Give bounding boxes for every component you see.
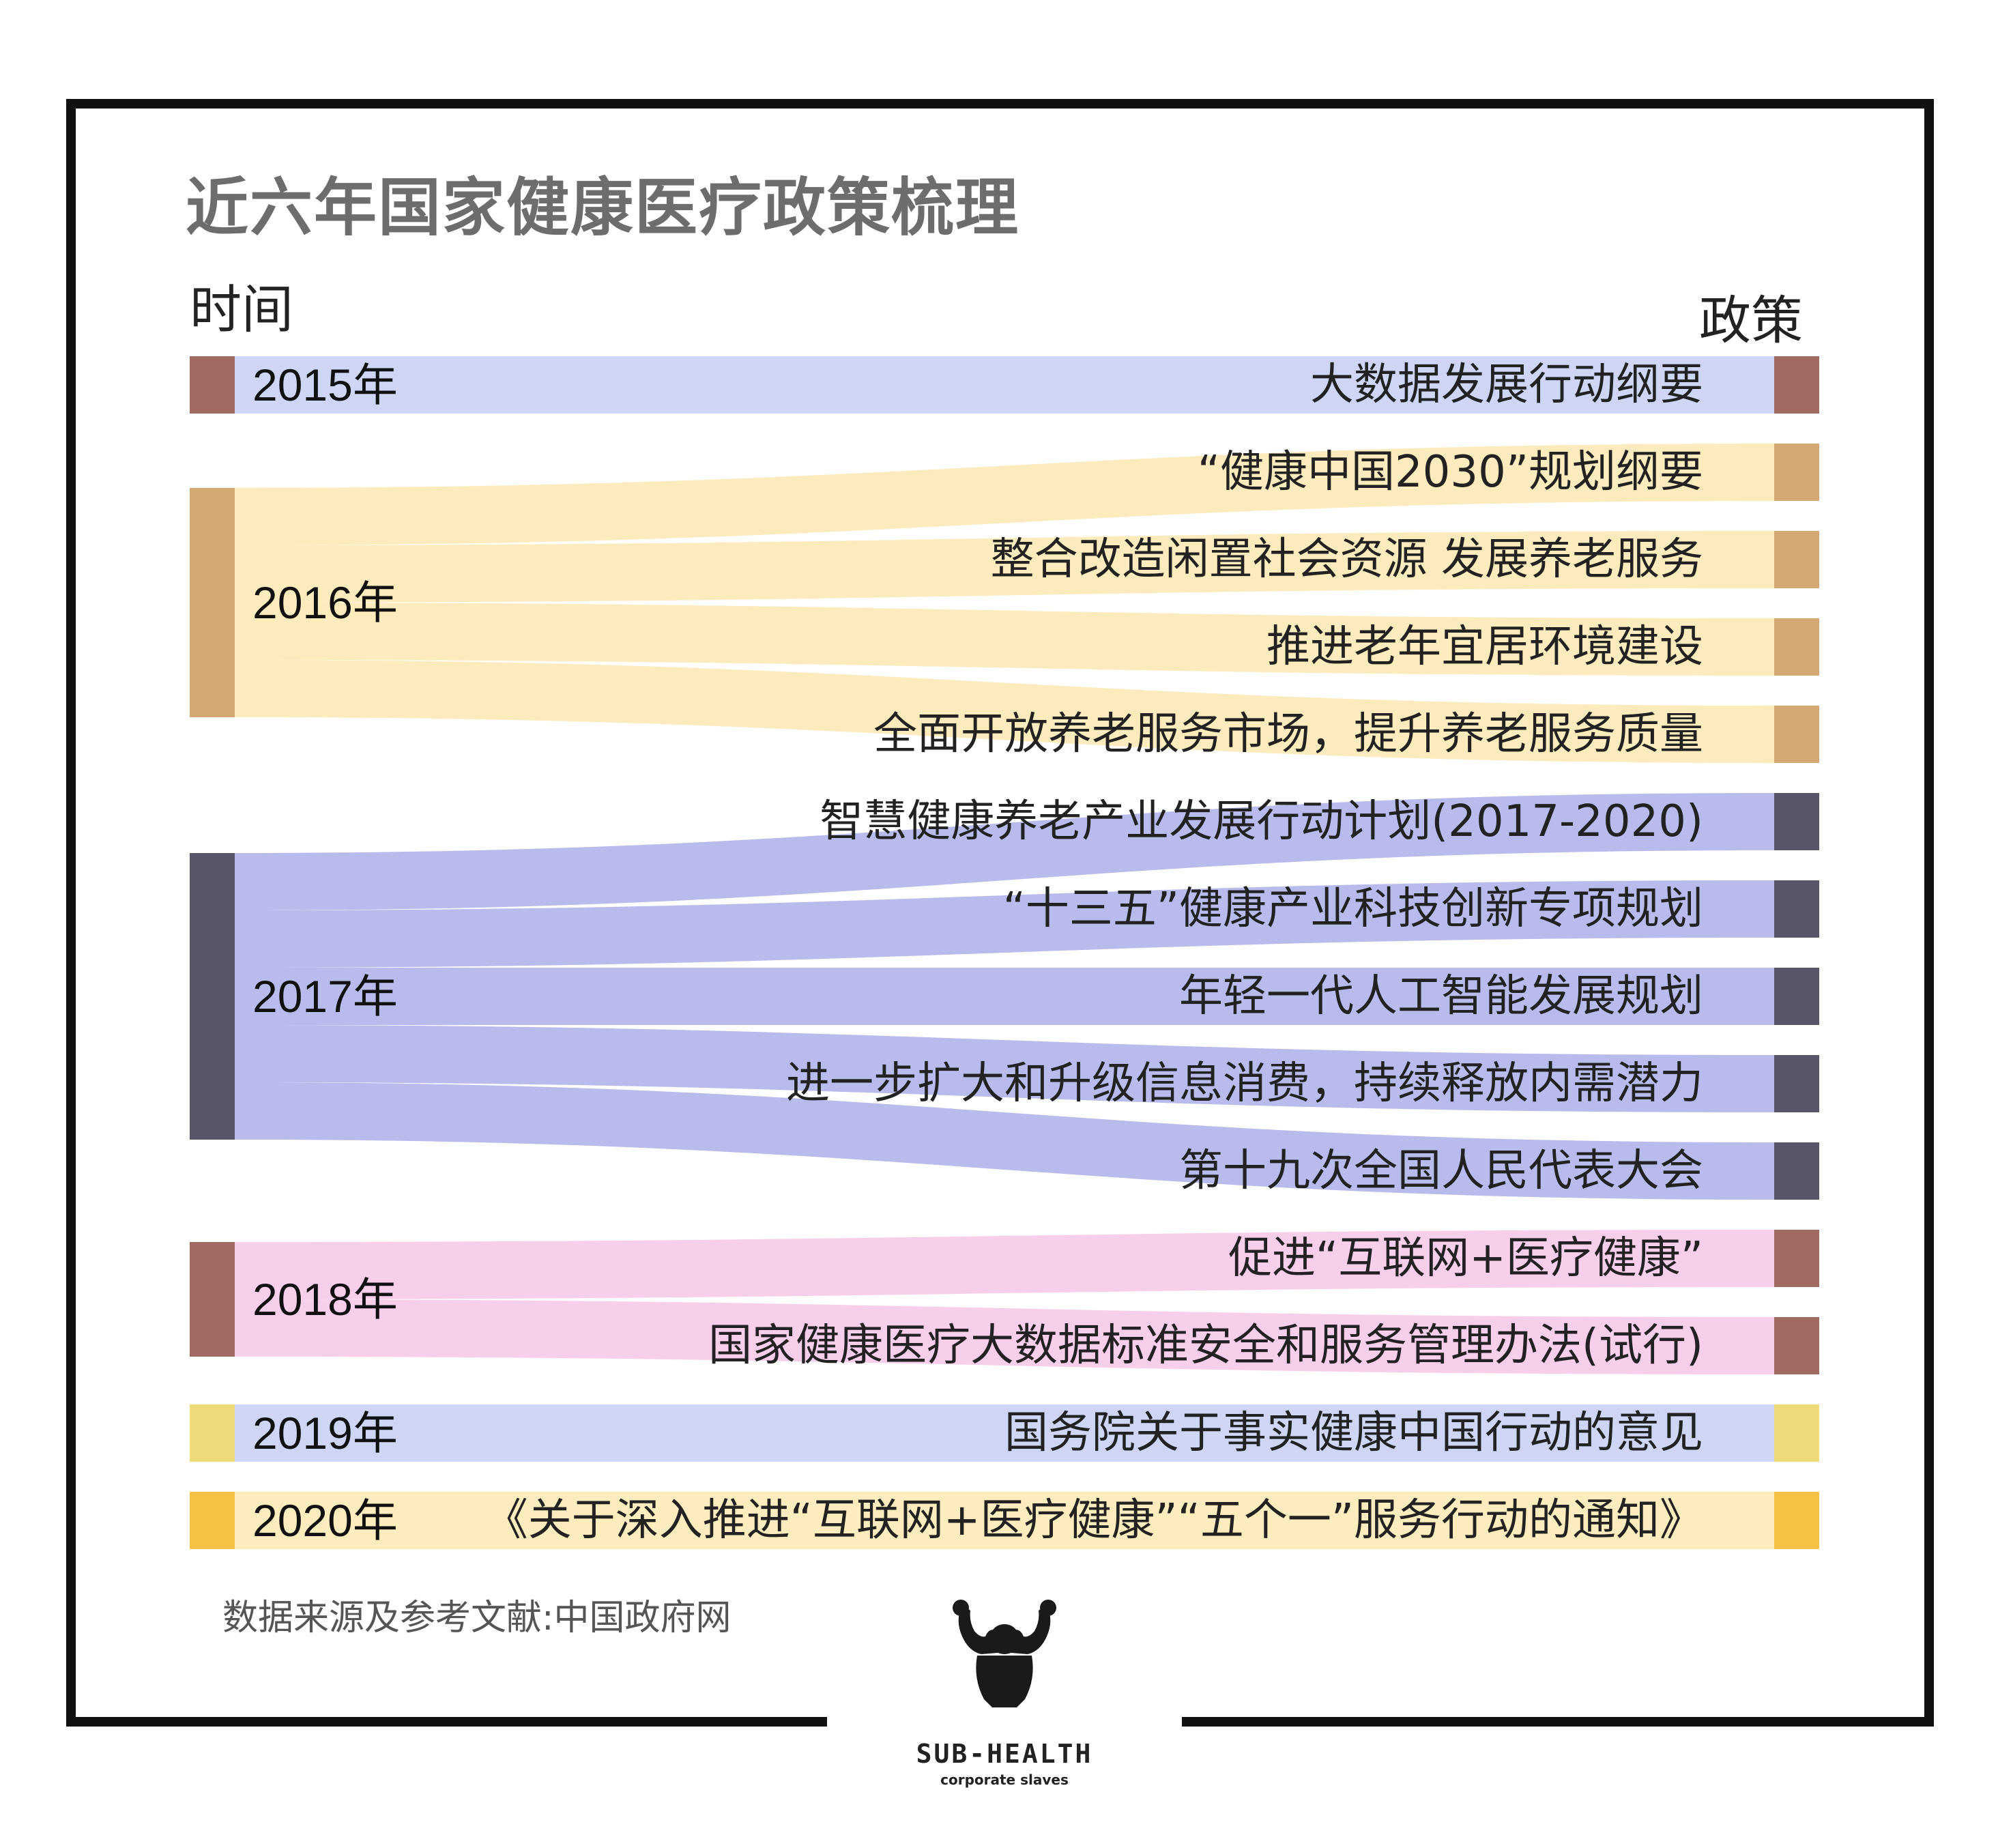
flow-2016-2 [235,531,1774,603]
source-note: 数据来源及参考文献:中国政府网 [222,1598,732,1638]
brand-name: SUB-HEALTH [916,1739,1093,1769]
flow-2017-4 [235,1025,1774,1112]
policy-node-2016-1 [1774,444,1819,501]
policy-label: “十三五”健康产业科技创新专项规划 [1002,884,1703,934]
flow-2018-1 [235,1230,1774,1299]
policy-label: 《关于深入推进“互联网+医疗健康”“五个一”服务行动的通知》 [484,1495,1703,1546]
year-node-2019 [190,1404,235,1462]
flow-2018-2 [235,1299,1774,1374]
year-label: 2020年 [252,1495,398,1546]
policy-label: 智慧健康养老产业发展行动计划(2017-2020) [820,796,1703,847]
policy-node-2017-2 [1774,880,1819,938]
year-node-2017 [190,853,235,1140]
flow-2016-1 [235,444,1774,545]
policy-node-2016-2 [1774,531,1819,588]
year-node-2015 [190,356,235,414]
policy-label: 大数据发展行动纲要 [1310,360,1703,410]
year-node-2018 [190,1242,235,1357]
policy-label: 整合改造闲置社会资源 发展养老服务 [990,534,1703,585]
flow-2017-2 [235,880,1774,968]
year-node-2016 [190,488,235,717]
time-header: 时间 [190,279,293,340]
policy-label: 国家健康医疗大数据标准安全和服务管理办法(试行) [708,1320,1703,1371]
policy-label: 促进“互联网+医疗健康” [1228,1233,1703,1284]
policy-label: 进一步扩大和升级信息消费，持续释放内需潜力 [786,1058,1703,1109]
policy-label: “健康中国2030”规划纲要 [1197,447,1703,497]
policy-node-2015-1 [1774,356,1819,414]
year-label: 2019年 [252,1408,398,1458]
flow-2019-1 [235,1404,1774,1462]
policy-node-2018-1 [1774,1230,1819,1287]
flow-2015-1 [235,356,1774,414]
policy-label: 全面开放养老服务市场，提升养老服务质量 [873,709,1703,760]
frame-border [66,99,1934,1727]
year-label: 2015年 [252,360,398,410]
flow-2016-4 [235,660,1774,763]
sankey-nodes [190,356,1819,1549]
policy-label: 年轻一代人工智能发展规划 [1179,971,1703,1022]
year-node-2020 [190,1492,235,1549]
policy-label: 第十九次全国人民代表大会 [1179,1146,1703,1196]
policy-header: 政策 [1699,290,1803,351]
flow-2020-1 [235,1492,1774,1549]
policy-node-2019-1 [1774,1404,1819,1462]
policy-node-2017-5 [1774,1142,1819,1200]
policy-node-2016-3 [1774,618,1819,676]
page-title: 近六年国家健康医疗政策梳理 [186,171,1020,244]
policy-node-2020-1 [1774,1492,1819,1549]
flow-2017-5 [235,1082,1774,1200]
flow-2016-3 [235,603,1774,676]
policy-label: 推进老年宜居环境建设 [1266,622,1703,672]
flexing-bodybuilder-icon [953,1600,1056,1707]
policy-label: 国务院关于事实健康中国行动的意见 [1004,1408,1703,1458]
policy-node-2016-4 [1774,706,1819,763]
sankey-flows [235,356,1774,1549]
year-label: 2018年 [252,1274,398,1325]
flow-2017-3 [235,968,1774,1025]
policy-node-2017-4 [1774,1055,1819,1112]
policy-node-2017-1 [1774,793,1819,850]
policy-node-2018-2 [1774,1317,1819,1374]
year-label: 2017年 [252,971,398,1022]
policy-node-2017-3 [1774,968,1819,1025]
brand-tagline: corporate slaves [940,1772,1069,1788]
flow-2017-1 [235,793,1774,910]
year-label: 2016年 [252,577,398,628]
